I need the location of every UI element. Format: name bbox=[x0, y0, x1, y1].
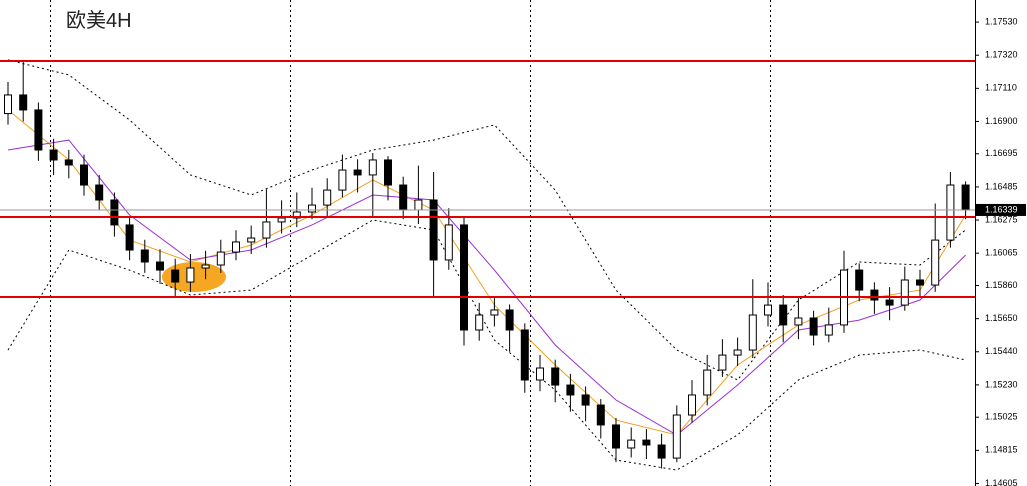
candle-body bbox=[870, 289, 879, 301]
candle-body bbox=[961, 184, 970, 211]
candle-body bbox=[95, 184, 104, 201]
candle-body bbox=[505, 309, 514, 331]
y-tick-label: 1.15650 bbox=[985, 313, 1018, 323]
candle-body bbox=[855, 269, 864, 291]
y-tick-label: 1.17320 bbox=[985, 50, 1018, 60]
candle-body bbox=[475, 314, 484, 331]
candle-body bbox=[581, 394, 590, 406]
candle-body bbox=[794, 317, 803, 326]
candle-body bbox=[916, 279, 924, 286]
candle-body bbox=[262, 221, 271, 239]
y-tick-label: 1.16900 bbox=[985, 116, 1018, 126]
candle-body bbox=[110, 199, 119, 226]
y-tick-label: 1.16695 bbox=[985, 148, 1018, 158]
candle-body bbox=[216, 251, 225, 266]
candle-body bbox=[34, 109, 43, 151]
moving-average bbox=[7, 139, 966, 436]
candle-body bbox=[429, 199, 438, 261]
candle-body bbox=[444, 224, 453, 261]
candle-body bbox=[612, 424, 620, 449]
candle-body bbox=[733, 349, 742, 356]
candle-body bbox=[764, 304, 772, 316]
candle-body bbox=[657, 444, 666, 459]
y-tick-label: 1.15440 bbox=[985, 346, 1018, 356]
candle-body bbox=[125, 224, 134, 251]
chart-title: 欧美4H bbox=[66, 9, 132, 32]
candle-body bbox=[718, 354, 727, 371]
candle-body bbox=[19, 94, 28, 111]
candle-body bbox=[80, 164, 88, 186]
candle-body bbox=[779, 304, 788, 326]
y-tick-label: 1.15025 bbox=[985, 412, 1018, 422]
candle-body bbox=[277, 217, 286, 223]
candle-body bbox=[931, 239, 940, 286]
candle-body bbox=[809, 317, 818, 336]
candle-body bbox=[672, 414, 681, 459]
candle-body bbox=[368, 159, 377, 176]
candle-body bbox=[140, 249, 149, 263]
candle-body bbox=[490, 309, 499, 316]
y-tick-label: 1.14815 bbox=[985, 445, 1018, 455]
candle-body bbox=[399, 184, 408, 211]
candle-body bbox=[186, 267, 195, 283]
candle-body bbox=[885, 299, 894, 306]
candle-body bbox=[201, 264, 210, 269]
candle-body bbox=[156, 261, 164, 271]
candle-body bbox=[627, 439, 636, 449]
candle-body bbox=[946, 184, 955, 241]
candle-body bbox=[414, 199, 423, 211]
candle-body bbox=[171, 269, 180, 283]
candle-body bbox=[688, 394, 696, 416]
candle-body bbox=[703, 369, 712, 396]
candle-body bbox=[566, 384, 575, 396]
candle-body bbox=[232, 241, 240, 253]
candle-body bbox=[49, 149, 58, 161]
candle-body bbox=[384, 159, 392, 186]
y-tick-label: 1.14605 bbox=[985, 478, 1018, 486]
candle-body bbox=[247, 237, 256, 243]
candle-body bbox=[4, 94, 12, 115]
candle-body bbox=[353, 169, 362, 176]
candle-body bbox=[824, 324, 833, 336]
y-tick-label: 1.16275 bbox=[985, 214, 1018, 224]
candle-body bbox=[338, 169, 347, 191]
y-tick-label: 1.15230 bbox=[985, 379, 1018, 389]
candle-body bbox=[551, 367, 560, 386]
y-tick-label: 1.16485 bbox=[985, 181, 1018, 191]
last-price-box bbox=[976, 203, 1026, 216]
candle-body bbox=[460, 224, 468, 331]
bollinger-band bbox=[7, 219, 966, 471]
candle-body bbox=[642, 439, 651, 446]
last-price-label: 1.16339 bbox=[985, 204, 1018, 214]
y-tick-label: 1.15860 bbox=[985, 280, 1018, 290]
candle-body bbox=[900, 279, 909, 306]
candle-body bbox=[536, 367, 544, 381]
candle-body bbox=[596, 404, 605, 426]
candle-body bbox=[520, 329, 529, 381]
candle-body bbox=[308, 204, 316, 213]
y-tick-label: 1.16065 bbox=[985, 248, 1018, 258]
session-separators bbox=[50, 0, 771, 486]
candle-body bbox=[323, 189, 332, 206]
candle-body bbox=[748, 314, 757, 351]
y-tick-label: 1.17530 bbox=[985, 16, 1018, 26]
y-tick-label: 1.17110 bbox=[985, 83, 1017, 93]
candle-body bbox=[64, 159, 73, 166]
